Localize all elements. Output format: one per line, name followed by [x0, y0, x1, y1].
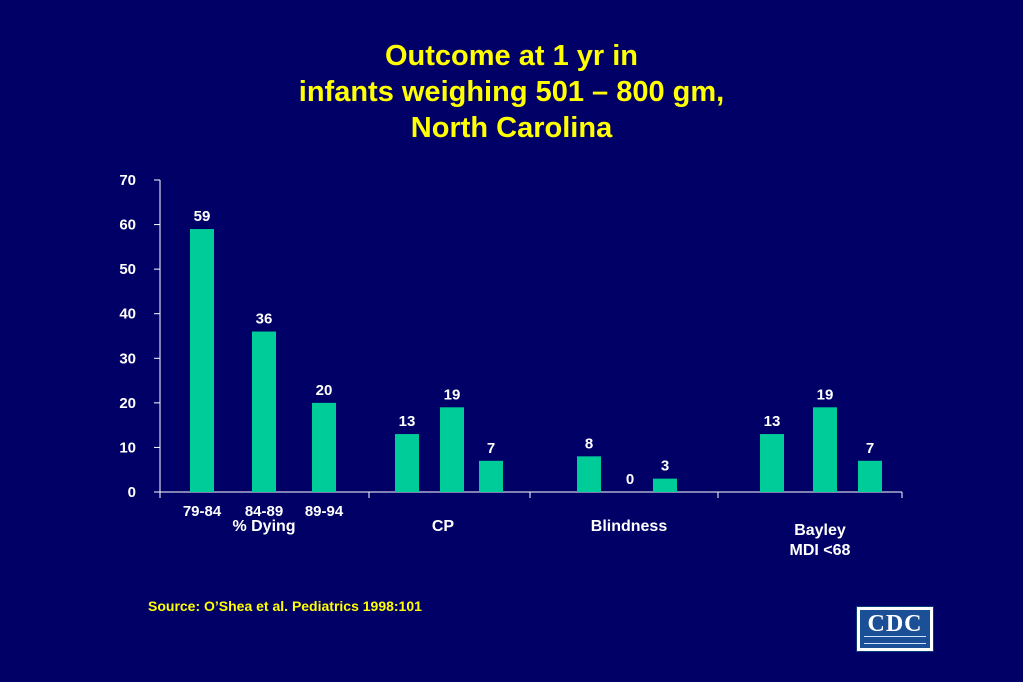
y-tick-label: 10 [119, 439, 136, 456]
chart-title-line-2: infants weighing 501 – 800 gm, [298, 76, 725, 108]
cdc-logo-tagline-lines [864, 636, 926, 644]
x-period-label: 84-89 [245, 503, 283, 520]
cdc-logo: CDC [856, 606, 934, 652]
bar [395, 434, 419, 492]
y-tick-label: 50 [119, 261, 136, 278]
data-label: 19 [817, 386, 834, 403]
x-period-label: 79-84 [183, 503, 222, 520]
bar [440, 407, 464, 492]
y-tick-label: 60 [119, 217, 136, 234]
data-label: 8 [585, 435, 593, 452]
bar [858, 460, 882, 492]
source-citation: Source: O’Shea et al. Pediatrics 1998:10… [148, 598, 422, 614]
data-label: 19 [444, 386, 461, 403]
y-tick-label: 20 [119, 395, 136, 412]
bar [577, 456, 601, 492]
data-label: 20 [316, 382, 333, 399]
y-tick-label: 0 [128, 484, 136, 501]
x-group-label: % Dying [232, 518, 295, 535]
data-label: 0 [626, 471, 634, 488]
y-tick-label: 40 [119, 306, 136, 323]
y-tick-label: 70 [119, 172, 136, 189]
bar [760, 434, 784, 492]
x-group-label: MDI <68 [790, 542, 851, 559]
bar [813, 407, 837, 492]
data-label: 59 [194, 208, 211, 225]
data-label: 3 [661, 458, 669, 475]
bar [479, 460, 503, 492]
data-label: 7 [487, 440, 495, 457]
bar [312, 402, 336, 492]
bar [252, 331, 276, 492]
chart-title-line-3: North Carolina [410, 112, 613, 144]
data-label: 13 [764, 413, 781, 430]
x-period-label: 89-94 [305, 503, 344, 520]
x-group-label: Blindness [591, 518, 668, 535]
x-group-label: CP [432, 518, 455, 535]
data-label: 13 [399, 413, 416, 430]
cdc-logo-wordmark: CDC [867, 611, 923, 637]
y-tick-label: 30 [119, 350, 136, 367]
data-label: 36 [256, 311, 273, 328]
chart-title: Outcome at 1 yr in infants weighing 501 … [0, 38, 1023, 146]
bar [190, 229, 214, 492]
x-group-label: Bayley [794, 522, 846, 539]
chart-title-line-1: Outcome at 1 yr in [384, 40, 638, 72]
bar [653, 478, 677, 492]
data-label: 7 [866, 440, 874, 457]
